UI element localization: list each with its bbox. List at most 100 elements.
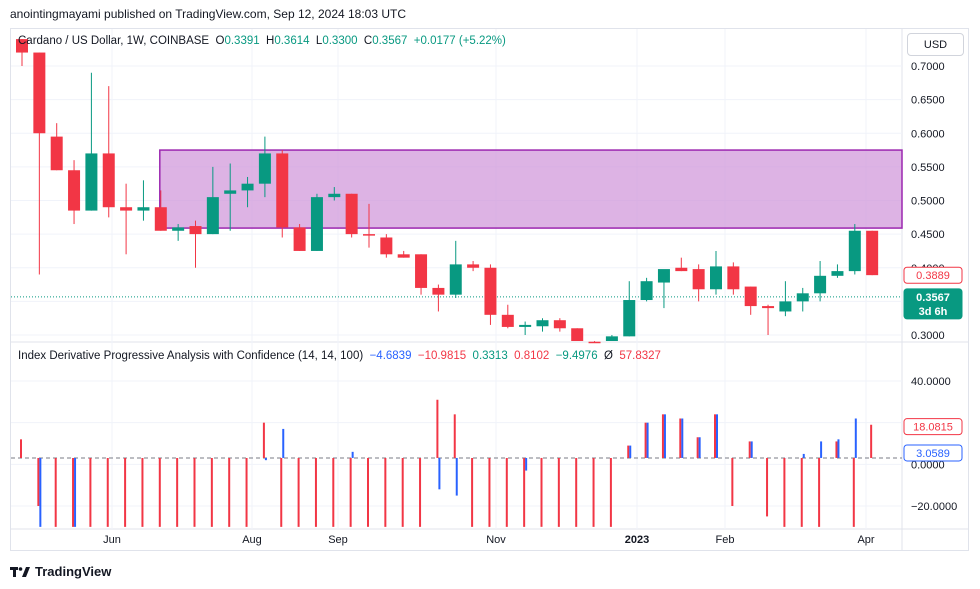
- candle-body: [588, 341, 601, 344]
- time-tick-label: Nov: [486, 534, 506, 546]
- time-tick-label: Jun: [103, 534, 121, 546]
- candle: [866, 230, 879, 276]
- indicator-value-3: 0.3313: [472, 350, 508, 362]
- candle-body: [640, 281, 653, 301]
- candle: [779, 281, 792, 317]
- currency-button[interactable]: USD: [907, 33, 964, 56]
- open-label: O: [215, 35, 225, 47]
- price-tag-current: 0.3567 3d 6h: [903, 288, 963, 320]
- candle: [102, 86, 115, 218]
- indicator-value-4: 0.8102: [514, 350, 550, 362]
- candle-body: [623, 300, 636, 337]
- candle: [137, 180, 150, 221]
- price-tick-label: 0.6000: [911, 128, 945, 140]
- candle-body: [675, 267, 688, 272]
- open-value: 0.3391: [224, 35, 260, 47]
- candle: [484, 264, 497, 325]
- candle-body: [796, 293, 809, 302]
- candle-body: [397, 254, 410, 258]
- candle-body: [50, 136, 63, 171]
- candle: [363, 203, 375, 248]
- price-tag-upper: 0.3889: [903, 266, 963, 284]
- candle-body: [172, 227, 185, 231]
- candle: [241, 176, 254, 208]
- tradingview-footer[interactable]: TradingView: [10, 564, 111, 579]
- candle: [710, 250, 722, 295]
- candle-body: [866, 230, 879, 276]
- candle: [432, 284, 445, 312]
- candle-body: [501, 314, 514, 327]
- high-label: H: [266, 35, 275, 47]
- change-value: +0.0177 (+5.22%): [413, 35, 506, 47]
- price-tag-current-box: [903, 288, 963, 320]
- candle: [814, 261, 827, 302]
- candle: [345, 193, 358, 238]
- candle: [848, 224, 861, 275]
- price-tag-upper-text: 0.3889: [916, 270, 950, 282]
- candle: [762, 304, 775, 335]
- candle: [657, 269, 670, 309]
- candle-body: [779, 301, 792, 312]
- candle-body: [380, 237, 393, 255]
- candle-body: [120, 207, 133, 211]
- candle: [16, 39, 28, 66]
- tradingview-logo-icon: [10, 566, 30, 577]
- candle-body: [189, 226, 202, 235]
- candle-body: [224, 190, 237, 194]
- candle-body: [85, 153, 98, 211]
- candle-body: [553, 320, 566, 329]
- candle: [744, 286, 757, 315]
- candle: [623, 281, 636, 337]
- indicator-symbol: Ø: [603, 350, 613, 362]
- indicator-value-2: −10.9815: [417, 350, 467, 362]
- candle-body: [328, 193, 341, 198]
- candle: [605, 335, 618, 341]
- time-tick-label: Apr: [857, 534, 874, 546]
- candle-body: [310, 197, 323, 251]
- candle: [449, 240, 462, 299]
- candle-body: [154, 207, 167, 231]
- candle: [519, 321, 532, 335]
- symbol-name: Cardano / US Dollar, 1W, COINBASE: [18, 35, 210, 47]
- candle: [675, 257, 688, 272]
- candle-body: [206, 197, 219, 235]
- candle-body: [432, 287, 445, 295]
- indicator-value-5: −9.4976: [555, 350, 598, 362]
- candle: [553, 318, 566, 332]
- time-tick-label: Aug: [242, 534, 262, 546]
- indicator-tag-upper: 18.0815: [903, 418, 963, 436]
- candle-body: [605, 336, 618, 341]
- time-tick-label: Feb: [716, 534, 735, 546]
- close-label: C: [363, 35, 373, 47]
- candle: [276, 150, 289, 238]
- candle: [640, 277, 653, 302]
- symbol-legend: Cardano / US Dollar, 1W, COINBASE O0.339…: [18, 35, 506, 47]
- indicator-legend: Index Derivative Progressive Analysis wi…: [18, 350, 661, 362]
- high-value: 0.3614: [274, 35, 310, 47]
- candle: [501, 304, 514, 329]
- candle: [328, 187, 341, 201]
- candle-body: [293, 227, 306, 251]
- candle-body: [258, 153, 271, 184]
- price-tag-current-text: 3d 6h: [919, 306, 948, 318]
- candle-body: [571, 328, 584, 341]
- price-tick-label: 0.3000: [911, 330, 945, 342]
- indicator-tick-label: 0.0000: [911, 459, 945, 471]
- candle-body: [519, 324, 532, 327]
- time-tick-label: 2023: [625, 534, 649, 546]
- candle-body: [276, 153, 289, 228]
- candle: [258, 136, 271, 198]
- indicator-tag-lower-text: 3.0589: [916, 448, 950, 460]
- candle-body: [831, 271, 844, 276]
- candle: [154, 190, 167, 231]
- chart-frame: [10, 28, 969, 551]
- candle-body: [467, 264, 480, 268]
- candle: [33, 52, 46, 275]
- candle-body: [536, 320, 549, 327]
- candle-body: [16, 39, 28, 53]
- candle: [310, 193, 323, 251]
- published-caption: anointingmayami published on TradingView…: [10, 7, 407, 21]
- candle: [727, 262, 740, 295]
- candle-body: [33, 52, 46, 134]
